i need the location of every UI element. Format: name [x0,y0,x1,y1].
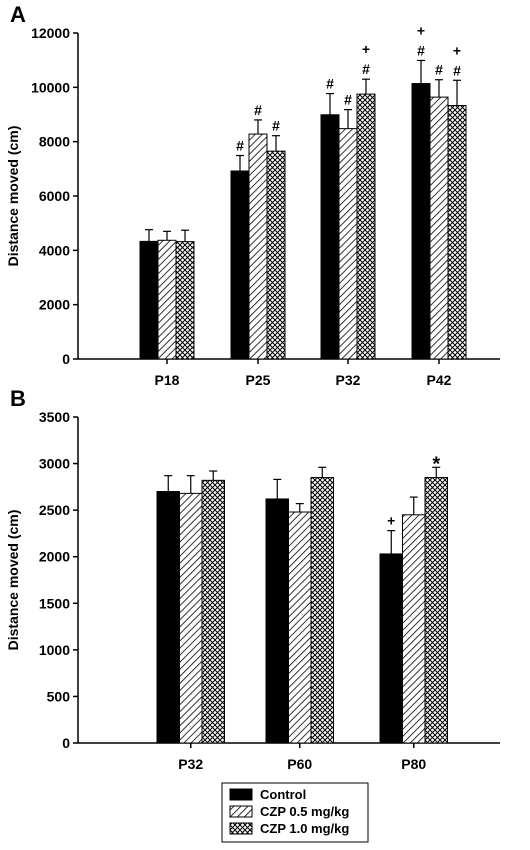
y-tick-label: 4000 [39,242,70,258]
y-tick-label: 10000 [31,79,70,95]
y-tick-label: 3000 [39,456,70,472]
significance-mark: # [254,102,262,118]
bar-p80-czp-0-5-mg-kg [402,514,426,744]
legend: Control CZP 0.5 mg/kg CZP 1.0 mg/kg [221,782,369,843]
y-tick-label: 0 [62,735,70,751]
significance-mark: # [453,62,461,78]
significance-mark: # [344,92,352,108]
x-tick-label-p32: P32 [178,756,203,772]
bar-p42-czp-1-0-mg-kg [447,105,467,360]
panel-label: A [10,2,26,27]
significance-mark: + [362,41,370,57]
y-tick-label: 8000 [39,134,70,150]
significance-mark: # [326,76,334,92]
panel-b-chart: B 0 500 1000 1500 2000 2500 3000 3500 Distance mo… [5,386,500,772]
legend-swatch-control [229,788,253,801]
y-tick-label: 2500 [39,502,70,518]
bar-p32-czp-1-0-mg-kg [201,479,225,744]
x-tick-label-p18: P18 [155,372,180,388]
x-tick-label-p60: P60 [287,756,312,772]
y-tick-label: 6000 [39,188,70,204]
panel-label: B [10,386,26,411]
y-tick-label: 2000 [39,297,70,313]
y-tick-label: 1000 [39,642,70,658]
bar-p18-control [139,240,159,360]
panel-a-chart: A 0 2000 4000 6000 8000 10000 12000 Distance mov… [5,2,500,388]
y-tick-label: 2000 [39,549,70,565]
y-tick-label: 12000 [31,25,70,41]
bar-p18-czp-1-0-mg-kg [175,241,195,360]
significance-mark: + [417,22,425,38]
significance-mark: # [362,61,370,77]
x-tick-label-p42: P42 [427,372,452,388]
y-tick-label: 500 [47,688,71,704]
bar-p60-czp-0-5-mg-kg [288,511,312,744]
legend-label-control: Control [260,787,306,802]
bar-p32-control [156,491,180,744]
significance-mark: # [272,118,280,134]
x-tick-label-p80: P80 [401,756,426,772]
bar-p80-control [379,553,403,744]
significance-mark: + [387,513,395,529]
bar-p25-czp-0-5-mg-kg [248,133,268,360]
significance-mark: # [236,138,244,154]
bar-p18-czp-0-5-mg-kg [157,239,177,360]
significance-mark: * [432,453,440,475]
significance-mark: # [435,62,443,78]
bar-p32-control [320,114,340,360]
y-tick-label: 1500 [39,595,70,611]
bar-p60-control [265,498,289,744]
bar-p25-control [230,170,250,360]
legend-label-czp-1-0-mg-kg: CZP 1.0 mg/kg [260,821,349,836]
bar-p25-czp-1-0-mg-kg [266,150,286,360]
y-axis-title: Distance moved (cm) [5,510,21,651]
legend-label-czp-0-5-mg-kg: CZP 0.5 mg/kg [260,804,349,819]
significance-mark: # [417,42,425,58]
y-axis-title: Distance moved (cm) [5,126,21,267]
bar-p32-czp-1-0-mg-kg [356,93,376,360]
bar-p42-control [411,83,431,360]
y-tick-label: 0 [62,351,70,367]
bar-p42-czp-0-5-mg-kg [429,96,449,360]
x-tick-label-p25: P25 [246,372,271,388]
legend-swatch-czp-0-5-mg-kg [229,805,253,818]
bar-p32-czp-0-5-mg-kg [338,128,358,360]
bar-p32-czp-0-5-mg-kg [179,492,203,744]
bar-p60-czp-1-0-mg-kg [310,477,334,744]
x-tick-label-p32: P32 [336,372,361,388]
significance-mark: + [453,42,461,58]
bar-p80-czp-1-0-mg-kg [424,477,448,744]
legend-swatch-czp-1-0-mg-kg [229,822,253,835]
y-tick-label: 3500 [39,409,70,425]
